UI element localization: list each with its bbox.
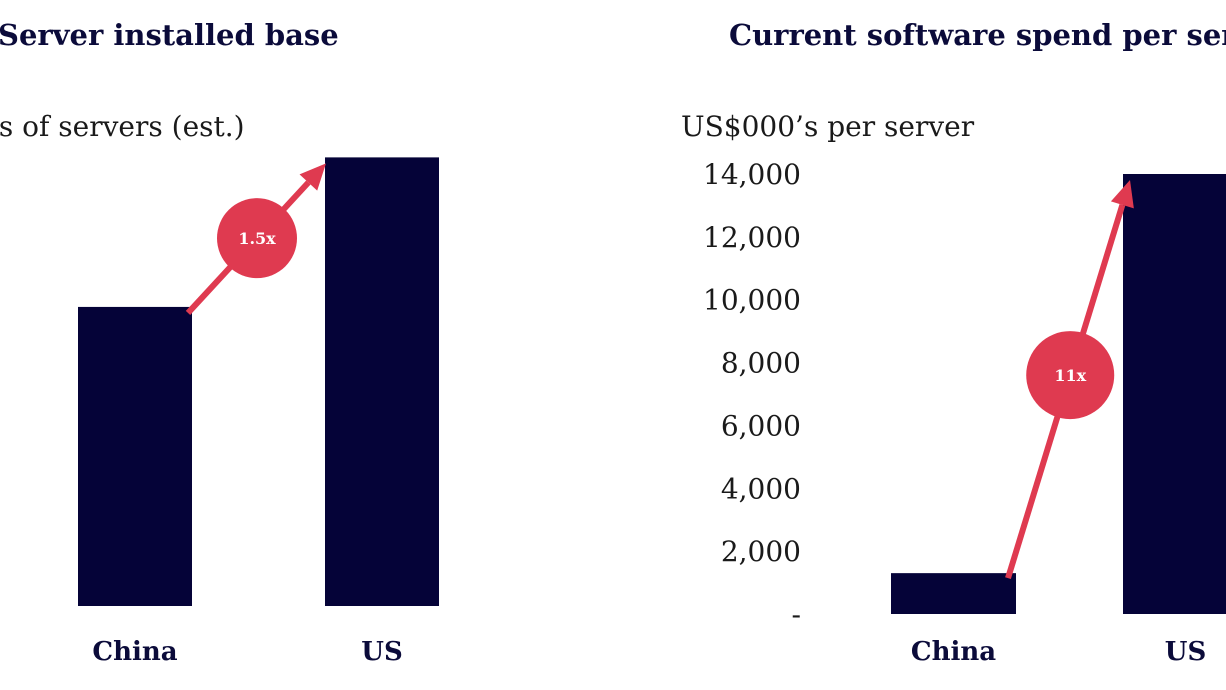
left-chart-title: Server installed base — [0, 18, 339, 52]
bar-china — [78, 306, 192, 606]
right-chart-panel: Current software spend per serve US$000’… — [613, 0, 1226, 690]
right-chart-title: Current software spend per serve — [729, 18, 1226, 52]
multiplier-label: 11x — [1054, 366, 1086, 385]
y-tick-label: 4,000 — [721, 472, 801, 505]
left-chart-plot: China US 1.5x — [78, 157, 439, 667]
bar-us — [325, 157, 439, 606]
y-tick-label: 14,000 — [703, 158, 801, 191]
category-label-us: US — [361, 637, 402, 667]
right-chart-plot: China US 14,000 12,000 10,000 8,000 6,000 4,000… — [703, 158, 1226, 667]
y-tick-label: 12,000 — [703, 221, 801, 254]
left-chart-panel: Server installed base ons of servers (es… — [0, 18, 439, 667]
right-chart-y-axis-label: US$000’s per server — [681, 110, 975, 143]
multiplier-badge — [1026, 331, 1115, 420]
category-label-us: US — [1165, 637, 1206, 667]
left-chart-y-axis-label: ons of servers (est.) — [0, 110, 245, 143]
growth-arrow-head — [299, 163, 326, 191]
y-tick-label: 2,000 — [721, 535, 801, 568]
category-label-china: China — [92, 637, 177, 667]
y-tick-label: 8,000 — [721, 347, 801, 380]
multiplier-label: 1.5x — [238, 229, 276, 248]
y-tick-label: 6,000 — [721, 409, 801, 442]
bar-us — [1123, 174, 1226, 614]
y-tick-label: - — [792, 598, 801, 631]
growth-arrow-head — [1110, 180, 1134, 209]
y-tick-label: 10,000 — [703, 284, 801, 317]
category-label-china: China — [911, 637, 996, 667]
bar-china — [891, 573, 1016, 614]
multiplier-badge — [217, 198, 297, 279]
